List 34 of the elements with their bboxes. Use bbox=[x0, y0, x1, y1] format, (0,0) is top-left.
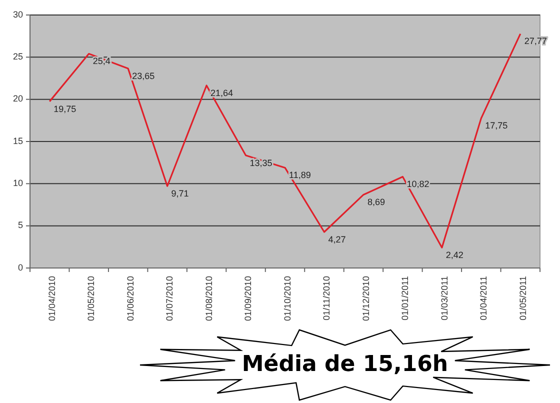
x-tick-label: 01/04/2011 bbox=[478, 276, 489, 320]
y-tick-label: 15 bbox=[12, 136, 23, 146]
x-tick-label: 01/05/2011 bbox=[518, 276, 528, 320]
x-tick-label: 01/05/2010 bbox=[86, 276, 96, 322]
x-tick-label: 01/03/2011 bbox=[439, 276, 450, 320]
data-label: 8,69 bbox=[367, 197, 385, 208]
data-label: 25,4 bbox=[92, 56, 110, 66]
x-tick-label: 01/11/2010 bbox=[322, 276, 332, 320]
y-tick-label: 30 bbox=[12, 9, 23, 20]
data-label: 4,27 bbox=[328, 234, 346, 244]
x-tick-label: 01/01/2011 bbox=[400, 276, 410, 320]
data-label: 9,71 bbox=[171, 188, 189, 199]
data-label: 19,75 bbox=[54, 104, 76, 114]
data-label: 23,65 bbox=[132, 70, 155, 81]
x-tick-label: 01/08/2010 bbox=[204, 276, 214, 322]
data-label: 27,77 bbox=[524, 36, 547, 46]
data-label: 13,35 bbox=[250, 158, 272, 168]
y-tick-label: 10 bbox=[12, 178, 23, 188]
x-tick-label: 01/12/2010 bbox=[360, 276, 371, 322]
x-tick-label: 01/06/2010 bbox=[125, 276, 136, 322]
data-label: 11,89 bbox=[289, 170, 311, 180]
text: Média de 15,16h bbox=[242, 352, 448, 378]
data-label: 21,64 bbox=[210, 88, 234, 98]
data-label: 2,42 bbox=[446, 250, 464, 260]
x-tick-label: 01/07/2010 bbox=[164, 276, 175, 322]
y-tick-label: 5 bbox=[18, 220, 23, 230]
line-series bbox=[48, 33, 522, 248]
x-tick-label: 01/10/2010 bbox=[282, 276, 292, 322]
x-tick-label: 01/04/2010 bbox=[46, 276, 57, 322]
y-tick-label: 25 bbox=[12, 52, 23, 62]
y-tick-label: 20 bbox=[12, 94, 23, 104]
y-tick-label: 0 bbox=[18, 262, 23, 272]
data-label: 17,75 bbox=[485, 120, 508, 131]
x-tick-label: 01/09/2010 bbox=[243, 276, 254, 322]
